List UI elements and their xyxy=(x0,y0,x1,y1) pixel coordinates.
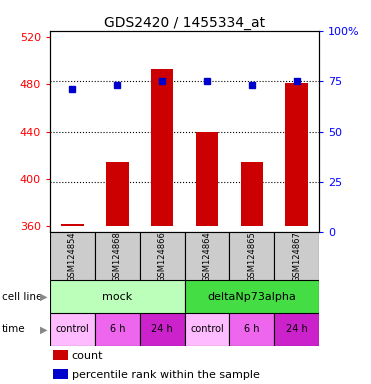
Bar xyxy=(229,232,274,280)
Text: cell line: cell line xyxy=(2,291,42,302)
Text: time: time xyxy=(2,324,26,334)
Bar xyxy=(140,313,185,346)
Text: 6 h: 6 h xyxy=(244,324,260,334)
Text: GSM124864: GSM124864 xyxy=(203,231,211,282)
Bar xyxy=(50,313,95,346)
Text: 24 h: 24 h xyxy=(286,324,308,334)
Text: ▶: ▶ xyxy=(40,324,47,334)
Text: 24 h: 24 h xyxy=(151,324,173,334)
Bar xyxy=(229,313,274,346)
Text: 6 h: 6 h xyxy=(109,324,125,334)
Bar xyxy=(50,232,95,280)
Bar xyxy=(106,162,128,227)
Text: mock: mock xyxy=(102,291,132,302)
Bar xyxy=(151,69,173,227)
Title: GDS2420 / 1455334_at: GDS2420 / 1455334_at xyxy=(104,16,265,30)
Text: control: control xyxy=(56,324,89,334)
Text: ▶: ▶ xyxy=(40,291,47,302)
Bar xyxy=(53,350,68,360)
Bar xyxy=(185,232,229,280)
Text: percentile rank within the sample: percentile rank within the sample xyxy=(72,370,259,380)
Bar xyxy=(196,131,218,227)
Bar xyxy=(285,83,308,227)
Bar xyxy=(95,232,140,280)
Text: GSM124867: GSM124867 xyxy=(292,231,301,282)
Text: GSM124868: GSM124868 xyxy=(113,231,122,282)
Text: count: count xyxy=(72,351,103,361)
Text: GSM124854: GSM124854 xyxy=(68,231,77,281)
Bar xyxy=(185,280,319,313)
Text: GSM124865: GSM124865 xyxy=(247,231,256,282)
Text: GSM124866: GSM124866 xyxy=(158,231,167,282)
Bar xyxy=(50,280,185,313)
Bar xyxy=(53,369,68,379)
Text: deltaNp73alpha: deltaNp73alpha xyxy=(207,291,296,302)
Bar xyxy=(274,313,319,346)
Bar xyxy=(185,313,229,346)
Text: control: control xyxy=(190,324,224,334)
Bar xyxy=(95,313,140,346)
Bar xyxy=(61,224,84,227)
Bar xyxy=(274,232,319,280)
Bar xyxy=(241,162,263,227)
Bar xyxy=(140,232,185,280)
